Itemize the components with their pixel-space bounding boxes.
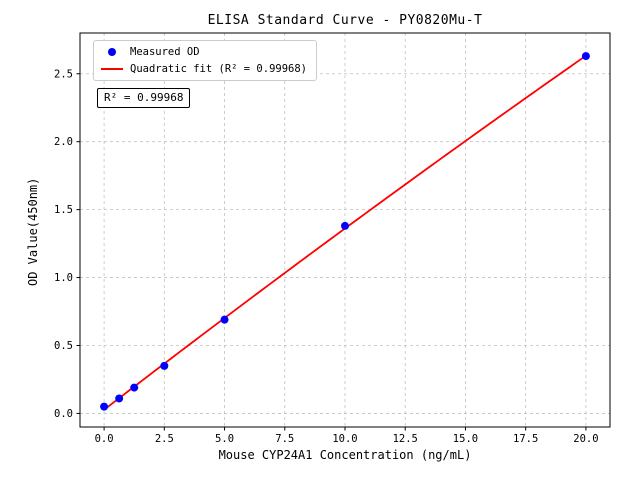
measured-od-point — [115, 394, 124, 403]
x-tick-label: 0.0 — [95, 433, 114, 445]
measured-od-point — [341, 221, 349, 230]
y-tick-label: 0.0 — [54, 408, 73, 420]
y-tick-label: 1.5 — [54, 204, 73, 216]
y-tick-label: 2.5 — [54, 68, 73, 80]
measured-od-point — [220, 315, 229, 324]
x-tick-label: 10.0 — [332, 433, 357, 445]
measured-od-point — [130, 383, 139, 392]
measured-od-point — [100, 402, 109, 411]
x-tick-label: 20.0 — [573, 433, 598, 445]
x-axis-label: Mouse CYP24A1 Concentration (ng/mL) — [218, 448, 472, 462]
r-squared-annotation: R² = 0.99968 — [97, 88, 191, 108]
plot-border — [79, 32, 611, 428]
x-tick-label: 15.0 — [453, 433, 478, 445]
y-tick-label: 2.0 — [54, 136, 73, 148]
y-tick-label: 1.0 — [54, 272, 73, 284]
measured-od-point — [581, 52, 590, 61]
y-axis-label: OD Value(450nm) — [26, 177, 40, 286]
chart-title: ELISA Standard Curve - PY0820Mu-T — [207, 13, 483, 28]
scatter-marker-icon — [108, 48, 116, 56]
measured-od-point — [160, 361, 169, 370]
legend: Measured OD Quadratic fit (R² = 0.99968) — [93, 40, 318, 81]
x-tick-label: 7.5 — [275, 433, 294, 445]
x-tick-label: 12.5 — [393, 433, 418, 445]
x-tick-label: 2.5 — [155, 433, 174, 445]
line-marker-icon — [101, 68, 123, 70]
x-tick-label: 5.0 — [215, 433, 234, 445]
legend-item-measured-od: Measured OD — [101, 46, 307, 58]
legend-item-quadratic-fit: Quadratic fit (R² = 0.99968) — [101, 63, 307, 75]
legend-label-measured-od: Measured OD — [130, 46, 200, 58]
legend-label-quadratic-fit: Quadratic fit (R² = 0.99968) — [130, 63, 308, 75]
x-tick-label: 17.5 — [513, 433, 538, 445]
y-tick-label: 0.5 — [54, 340, 73, 352]
